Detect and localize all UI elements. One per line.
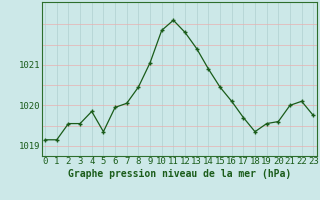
X-axis label: Graphe pression niveau de la mer (hPa): Graphe pression niveau de la mer (hPa) [68,169,291,179]
